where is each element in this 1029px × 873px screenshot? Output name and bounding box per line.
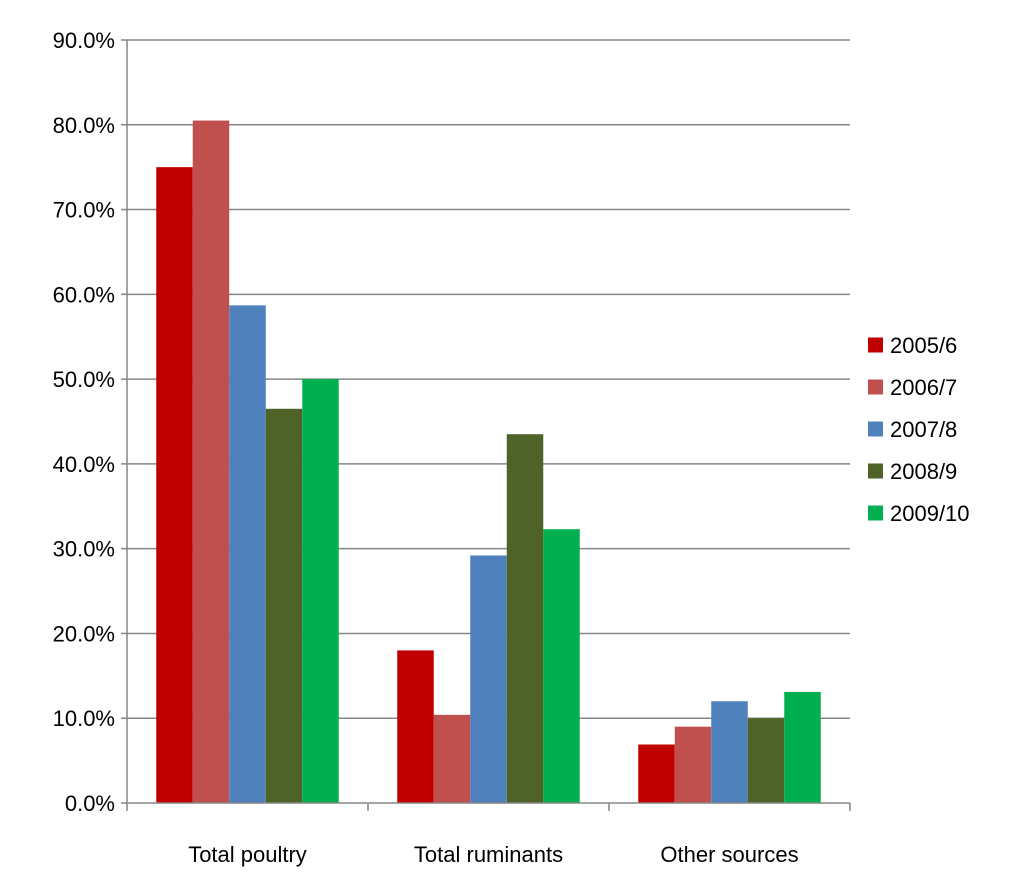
legend-swatch xyxy=(868,505,883,521)
legend-label: 2005/6 xyxy=(890,333,957,358)
bar-2005-6-total-ruminants xyxy=(397,650,434,803)
y-tick-label: 40.0% xyxy=(53,452,115,477)
bar-2006-7-total-poultry xyxy=(192,120,230,804)
bar-2007-8-other-sources xyxy=(711,701,748,803)
legend-swatch xyxy=(868,463,883,479)
bar-2009-10-total-poultry xyxy=(302,379,339,803)
x-category-label: Total poultry xyxy=(188,842,307,867)
bar-2006-7-total-ruminants xyxy=(433,714,471,803)
x-axis-category-labels: Total poultry Total ruminants Other source… xyxy=(188,842,798,867)
bars xyxy=(156,120,821,804)
bar-2007-8-total-poultry xyxy=(229,305,266,803)
y-tick-label: 80.0% xyxy=(53,113,115,138)
y-axis-tick-labels: 0.0% 10.0% 20.0% 30.0% 40.0% 50.0% 60.0% 70.0% 8… xyxy=(53,28,115,816)
y-tick-label: 90.0% xyxy=(53,28,115,53)
legend-label: 2009/10 xyxy=(890,501,970,526)
legend: 2005/6 2006/7 2007/8 2008/9 2009/10 xyxy=(868,333,970,526)
x-category-label: Total ruminants xyxy=(414,842,563,867)
bar-2008-9-total-poultry xyxy=(265,408,303,803)
y-tick-label: 70.0% xyxy=(53,198,115,223)
legend-label: 2006/7 xyxy=(890,375,957,400)
bar-2009-10-total-ruminants xyxy=(543,529,580,803)
y-tick-label: 30.0% xyxy=(53,537,115,562)
legend-swatch xyxy=(868,379,883,395)
bar-2008-9-total-ruminants xyxy=(506,434,544,803)
bar-2005-6-total-poultry xyxy=(156,167,193,803)
bar-2006-7-other-sources xyxy=(674,726,712,803)
y-tick-label: 50.0% xyxy=(53,367,115,392)
y-tick-label: 20.0% xyxy=(53,621,115,646)
legend-label: 2008/9 xyxy=(890,459,957,484)
legend-label: 2007/8 xyxy=(890,417,957,442)
x-category-label: Other sources xyxy=(660,842,798,867)
bar-2008-9-other-sources xyxy=(747,718,785,803)
bar-2005-6-other-sources xyxy=(638,744,675,803)
y-tick-label: 10.0% xyxy=(53,706,115,731)
legend-swatch xyxy=(868,421,883,437)
y-tick-label: 60.0% xyxy=(53,282,115,307)
bar-2007-8-total-ruminants xyxy=(470,555,507,803)
legend-swatch xyxy=(868,337,883,353)
axes xyxy=(121,39,851,811)
bar-2009-10-other-sources xyxy=(784,691,821,803)
y-tick-label: 0.0% xyxy=(65,791,115,816)
